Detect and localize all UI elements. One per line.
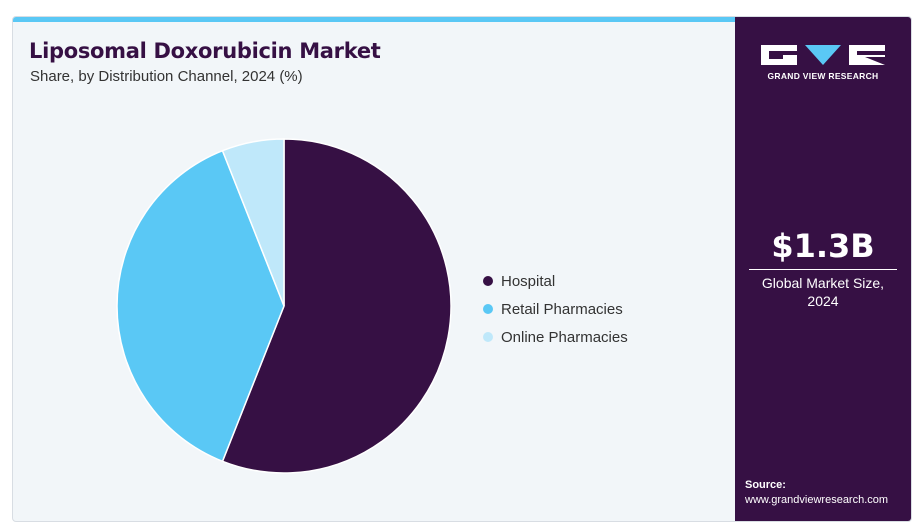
market-size-caption: Global Market Size, 2024 [761, 275, 885, 309]
legend-swatch-hospital [483, 276, 493, 286]
pie-chart [116, 138, 452, 474]
legend-label-retail-pharmacies: Retail Pharmacies [501, 300, 623, 318]
market-size-value: $1.3B [771, 227, 875, 265]
chart-title: Liposomal Doxorubicin Market [29, 39, 381, 63]
legend: Hospital Retail Pharmacies Online Pharma… [483, 267, 628, 351]
legend-item-hospital: Hospital [483, 267, 628, 295]
brand-logo: GRAND VIEW RESEARCH [761, 43, 885, 81]
accent-bar [13, 17, 735, 22]
legend-label-online-pharmacies: Online Pharmacies [501, 328, 628, 346]
legend-label-hospital: Hospital [501, 272, 556, 290]
source-url: www.grandviewresearch.com [745, 494, 889, 506]
pie-slice-online-pharmacies [221, 138, 285, 307]
logo-mark-icon [761, 45, 885, 65]
legend-swatch-online-pharmacies [483, 332, 493, 342]
brand-name: GRAND VIEW RESEARCH [767, 71, 879, 81]
pie-slice-hospital [221, 138, 452, 474]
summary-sidebar: GRAND VIEW RESEARCH $1.3B Global Market … [735, 17, 911, 521]
pie-slice-retail-pharmacies [116, 149, 285, 463]
chart-subtitle: Share, by Distribution Channel, 2024 (%) [30, 68, 303, 85]
legend-item-online-pharmacies: Online Pharmacies [483, 323, 628, 351]
source-label: Source: [745, 479, 786, 491]
chart-card: Liposomal Doxorubicin Market Share, by D… [12, 16, 912, 522]
value-divider [749, 269, 897, 270]
chart-area: Liposomal Doxorubicin Market Share, by D… [13, 17, 735, 521]
legend-item-retail-pharmacies: Retail Pharmacies [483, 295, 628, 323]
legend-swatch-retail-pharmacies [483, 304, 493, 314]
